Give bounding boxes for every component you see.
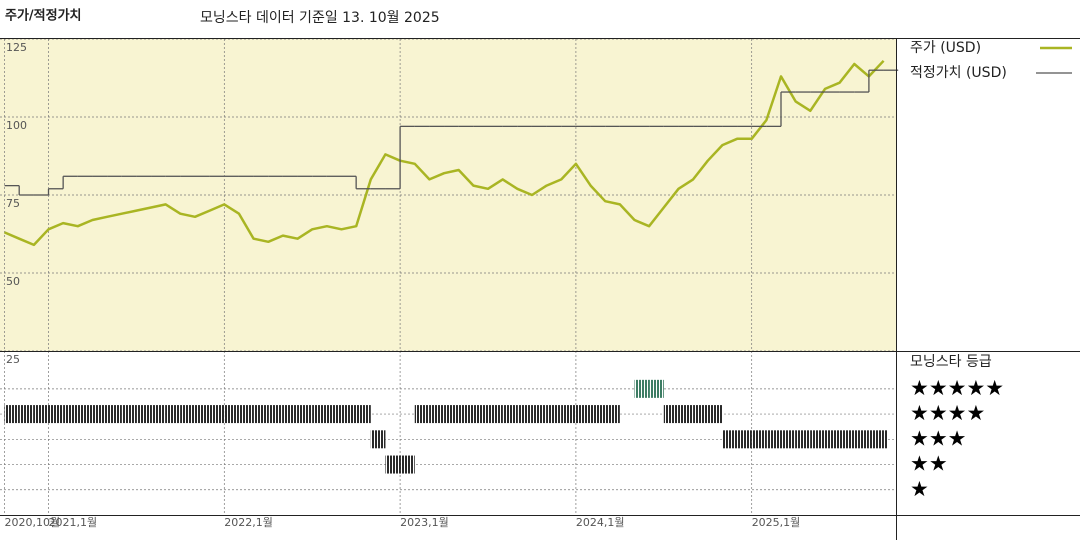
rating-title: 모닝스타 등급 <box>910 354 992 370</box>
rating-bar <box>634 379 650 398</box>
rating-bar <box>605 405 620 424</box>
rating-bar <box>429 405 445 424</box>
rating-bar <box>883 430 888 449</box>
rating-bar <box>312 405 327 424</box>
rating-bar <box>326 405 342 424</box>
page-title: 주가/적정가치 <box>5 8 82 24</box>
rating-bar <box>737 430 752 449</box>
rating-bar <box>19 405 34 424</box>
y-tick-label: 100 <box>6 119 27 132</box>
rating-bar <box>297 405 313 424</box>
rating-label: ★★ <box>910 452 948 476</box>
rating-bar <box>707 405 723 424</box>
rating-bar <box>209 405 225 424</box>
rating-bar <box>107 405 122 424</box>
rating-bar <box>458 405 474 424</box>
y-tick-label: 125 <box>6 41 27 54</box>
rating-label: ★★★★ <box>910 401 985 425</box>
rating-bar <box>165 405 181 424</box>
x-tick-label: 2020,10월 <box>5 516 61 529</box>
rating-label: ★★★★★ <box>910 376 1004 400</box>
rating-bar <box>385 455 401 474</box>
rating-bar <box>517 405 532 424</box>
rating-bar <box>268 405 283 424</box>
legend-label: 주가 (USD) <box>910 40 981 56</box>
rating-bar <box>854 430 869 449</box>
rating-bar <box>195 405 210 424</box>
x-tick-label: 2024,1월 <box>576 516 625 529</box>
rating-bar <box>180 405 195 424</box>
rating-bar <box>414 405 430 424</box>
legend-label: 적정가치 (USD) <box>910 65 1007 81</box>
rating-bar <box>48 405 64 424</box>
rating-bar <box>4 405 20 424</box>
y-tick-label: 75 <box>6 197 20 210</box>
x-tick-label: 2021,1월 <box>49 516 98 529</box>
rating-bar <box>868 430 884 449</box>
rating-bar <box>590 405 606 424</box>
rating-bar <box>781 430 796 449</box>
rating-bar <box>473 405 488 424</box>
rating-bar <box>63 405 78 424</box>
rating-bar <box>531 405 547 424</box>
rating-bar <box>810 430 825 449</box>
price-line <box>4 59 885 247</box>
rating-bar <box>77 405 93 424</box>
rating-bar <box>839 430 855 449</box>
rating-bar <box>795 430 811 449</box>
x-tick-label: 2025,1월 <box>752 516 801 529</box>
y-tick-label: 25 <box>6 353 20 366</box>
rating-bar <box>224 405 239 424</box>
rating-bar <box>253 405 269 424</box>
rating-label: ★ <box>910 477 929 501</box>
rating-bar <box>693 405 708 424</box>
rating-bar <box>561 405 576 424</box>
rating-bar <box>370 430 386 449</box>
rating-bar <box>444 405 459 424</box>
rating-bar <box>722 430 738 449</box>
rating-bar <box>341 405 357 424</box>
rating-bar <box>502 405 518 424</box>
rating-bar <box>488 405 503 424</box>
x-tick-label: 2023,1월 <box>400 516 449 529</box>
rating-bar <box>282 405 298 424</box>
data-date: 모닝스타 데이터 기준일 13. 10월 2025 <box>200 10 440 26</box>
rating-bar <box>649 379 664 398</box>
rating-bar <box>766 430 781 449</box>
x-tick-label: 2022,1월 <box>224 516 273 529</box>
rating-label: ★★★ <box>910 426 966 450</box>
rating-bar <box>663 405 679 424</box>
rating-bar <box>824 430 840 449</box>
rating-bar <box>575 405 591 424</box>
rating-bar <box>678 405 694 424</box>
rating-bar <box>546 405 562 424</box>
y-tick-label: 50 <box>6 275 20 288</box>
rating-bar <box>92 405 108 424</box>
rating-bar <box>751 430 767 449</box>
rating-bar <box>356 405 371 424</box>
rating-bar <box>238 405 254 424</box>
rating-bar <box>136 405 152 424</box>
rating-bar <box>151 405 166 424</box>
rating-bar <box>121 405 137 424</box>
rating-bar <box>400 455 415 474</box>
rating-bar <box>33 405 49 424</box>
